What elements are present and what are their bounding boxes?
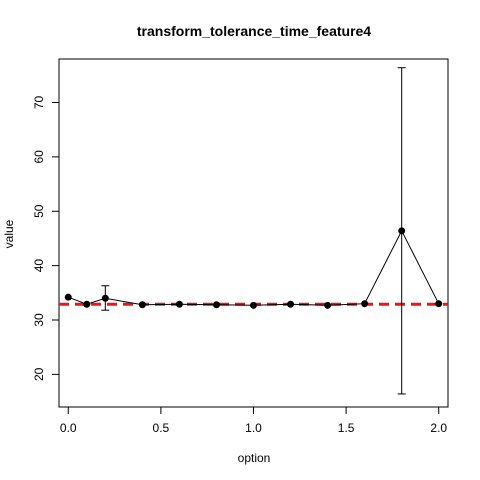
plot-frame (58, 58, 449, 408)
data-point (324, 301, 332, 309)
data-point (287, 300, 295, 308)
data-point (101, 294, 109, 302)
y-tick-label: 60 (32, 150, 46, 164)
x-axis-label: option (238, 451, 271, 465)
data-point (398, 227, 406, 235)
y-tick-label: 40 (32, 259, 46, 273)
x-tick-label: 1.5 (338, 421, 355, 435)
y-tick-label: 20 (32, 367, 46, 381)
y-tick-label: 30 (32, 313, 46, 327)
x-axis: 0.0 0.5 1.0 1.5 2.0 (60, 406, 447, 435)
data-point (212, 301, 220, 309)
series-line (68, 229, 440, 306)
data-point (435, 300, 443, 308)
x-tick-label: 0.5 (153, 421, 170, 435)
data-point (138, 301, 146, 309)
x-tick-label: 1.0 (245, 421, 262, 435)
series-layer (64, 67, 443, 395)
x-tick-label: 2.0 (430, 421, 447, 435)
data-point (64, 293, 72, 301)
y-tick-label: 50 (32, 204, 46, 218)
y-axis: 20 30 40 50 60 70 (32, 96, 60, 381)
chart-title: transform_tolerance_time_feature4 (137, 23, 371, 39)
data-point (175, 300, 183, 308)
data-point (83, 300, 91, 308)
y-axis-label: value (2, 219, 16, 248)
y-tick-label: 70 (32, 96, 46, 110)
data-point (361, 300, 369, 308)
x-tick-label: 0.0 (60, 421, 77, 435)
data-point (250, 301, 257, 309)
